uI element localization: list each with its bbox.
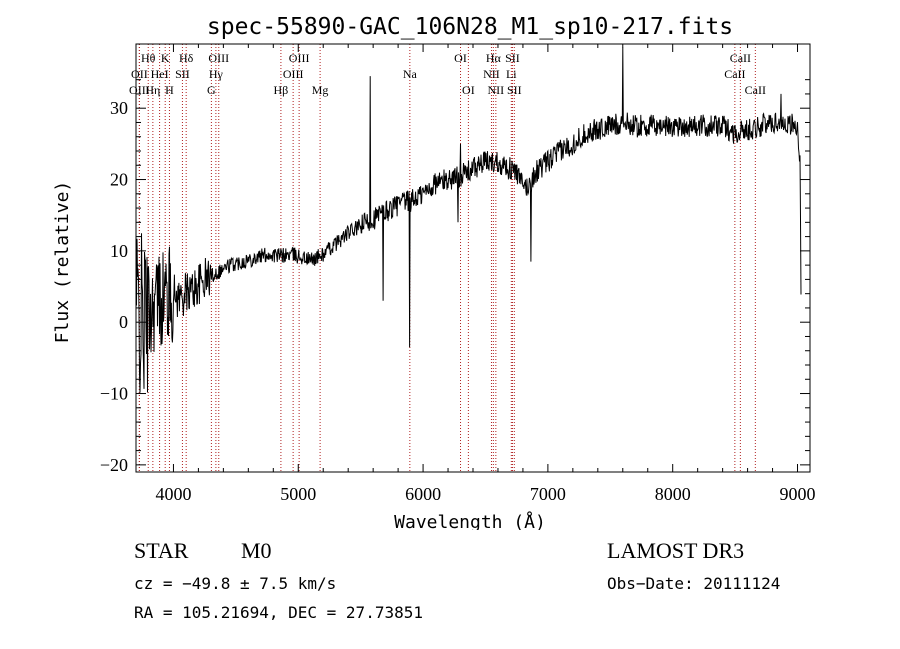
line-label: G (207, 83, 216, 97)
coordinates: RA = 105.21694, DEC = 27.73851 (134, 603, 423, 622)
spectrum-line (135, 47, 802, 393)
line-label: Hη (145, 83, 160, 97)
redshift-velocity: cz = −49.8 ± 7.5 km/s (134, 574, 337, 593)
line-label: CaII (730, 51, 751, 65)
line-label: Hα (486, 51, 502, 65)
line-label: OI (454, 51, 467, 65)
x-tick-label: 4000 (155, 484, 191, 504)
y-tick-label: 10 (110, 241, 128, 261)
line-label: Hθ (141, 51, 156, 65)
y-tick-label: −10 (100, 384, 128, 404)
line-label: CaII (724, 67, 745, 81)
line-label: Li (506, 67, 517, 81)
chart-title: spec-55890-GAC_106N28_M1_sp10-217.fits (207, 14, 733, 40)
line-label: OIII (208, 51, 229, 65)
spectral-line-markers (138, 44, 756, 472)
line-label: OI (462, 83, 475, 97)
y-tick-label: 0 (119, 312, 128, 332)
line-label: HeI (151, 67, 169, 81)
x-tick-label: 6000 (405, 484, 441, 504)
line-label: OIII (289, 51, 310, 65)
line-label: OII (131, 67, 148, 81)
object-type: STAR (134, 538, 189, 563)
line-label: Hδ (179, 51, 194, 65)
line-label: SII (505, 51, 520, 65)
x-tick-label: 7000 (530, 484, 566, 504)
y-tick-label: −20 (100, 455, 128, 475)
line-label: Mg (312, 83, 329, 97)
line-label: SII (175, 67, 190, 81)
x-tick-label: 9000 (780, 484, 816, 504)
line-label: NII (483, 67, 500, 81)
y-tick-label: 30 (110, 98, 128, 118)
y-axis-label: Flux (relative) (52, 181, 73, 344)
x-axis-ticks: 4000 5000 6000 7000 8000 9000 (155, 44, 816, 504)
y-tick-label: 20 (110, 170, 128, 190)
x-axis-label: Wavelength (Å) (394, 511, 546, 530)
line-label: SII (507, 83, 522, 97)
observation-date: Obs−Date: 20111124 (607, 574, 781, 593)
x-tick-label: 8000 (655, 484, 691, 504)
survey-name: LAMOST DR3 (607, 538, 745, 563)
line-label: Hβ (274, 83, 289, 97)
line-label: OIII (129, 83, 150, 97)
x-tick-label: 5000 (280, 484, 316, 504)
line-label: K (161, 51, 170, 65)
line-label: OIII (283, 67, 304, 81)
spectrum-chart: spec-55890-GAC_106N28_M1_sp10-217.fits H… (52, 14, 816, 530)
line-label: CaII (745, 83, 766, 97)
y-axis-ticks: −20 −10 0 10 20 30 (100, 79, 810, 475)
object-class: M0 (241, 538, 272, 563)
line-label: H (165, 83, 174, 97)
line-label: NII (488, 83, 505, 97)
line-label: Na (403, 67, 418, 81)
line-label: Hγ (209, 67, 224, 81)
